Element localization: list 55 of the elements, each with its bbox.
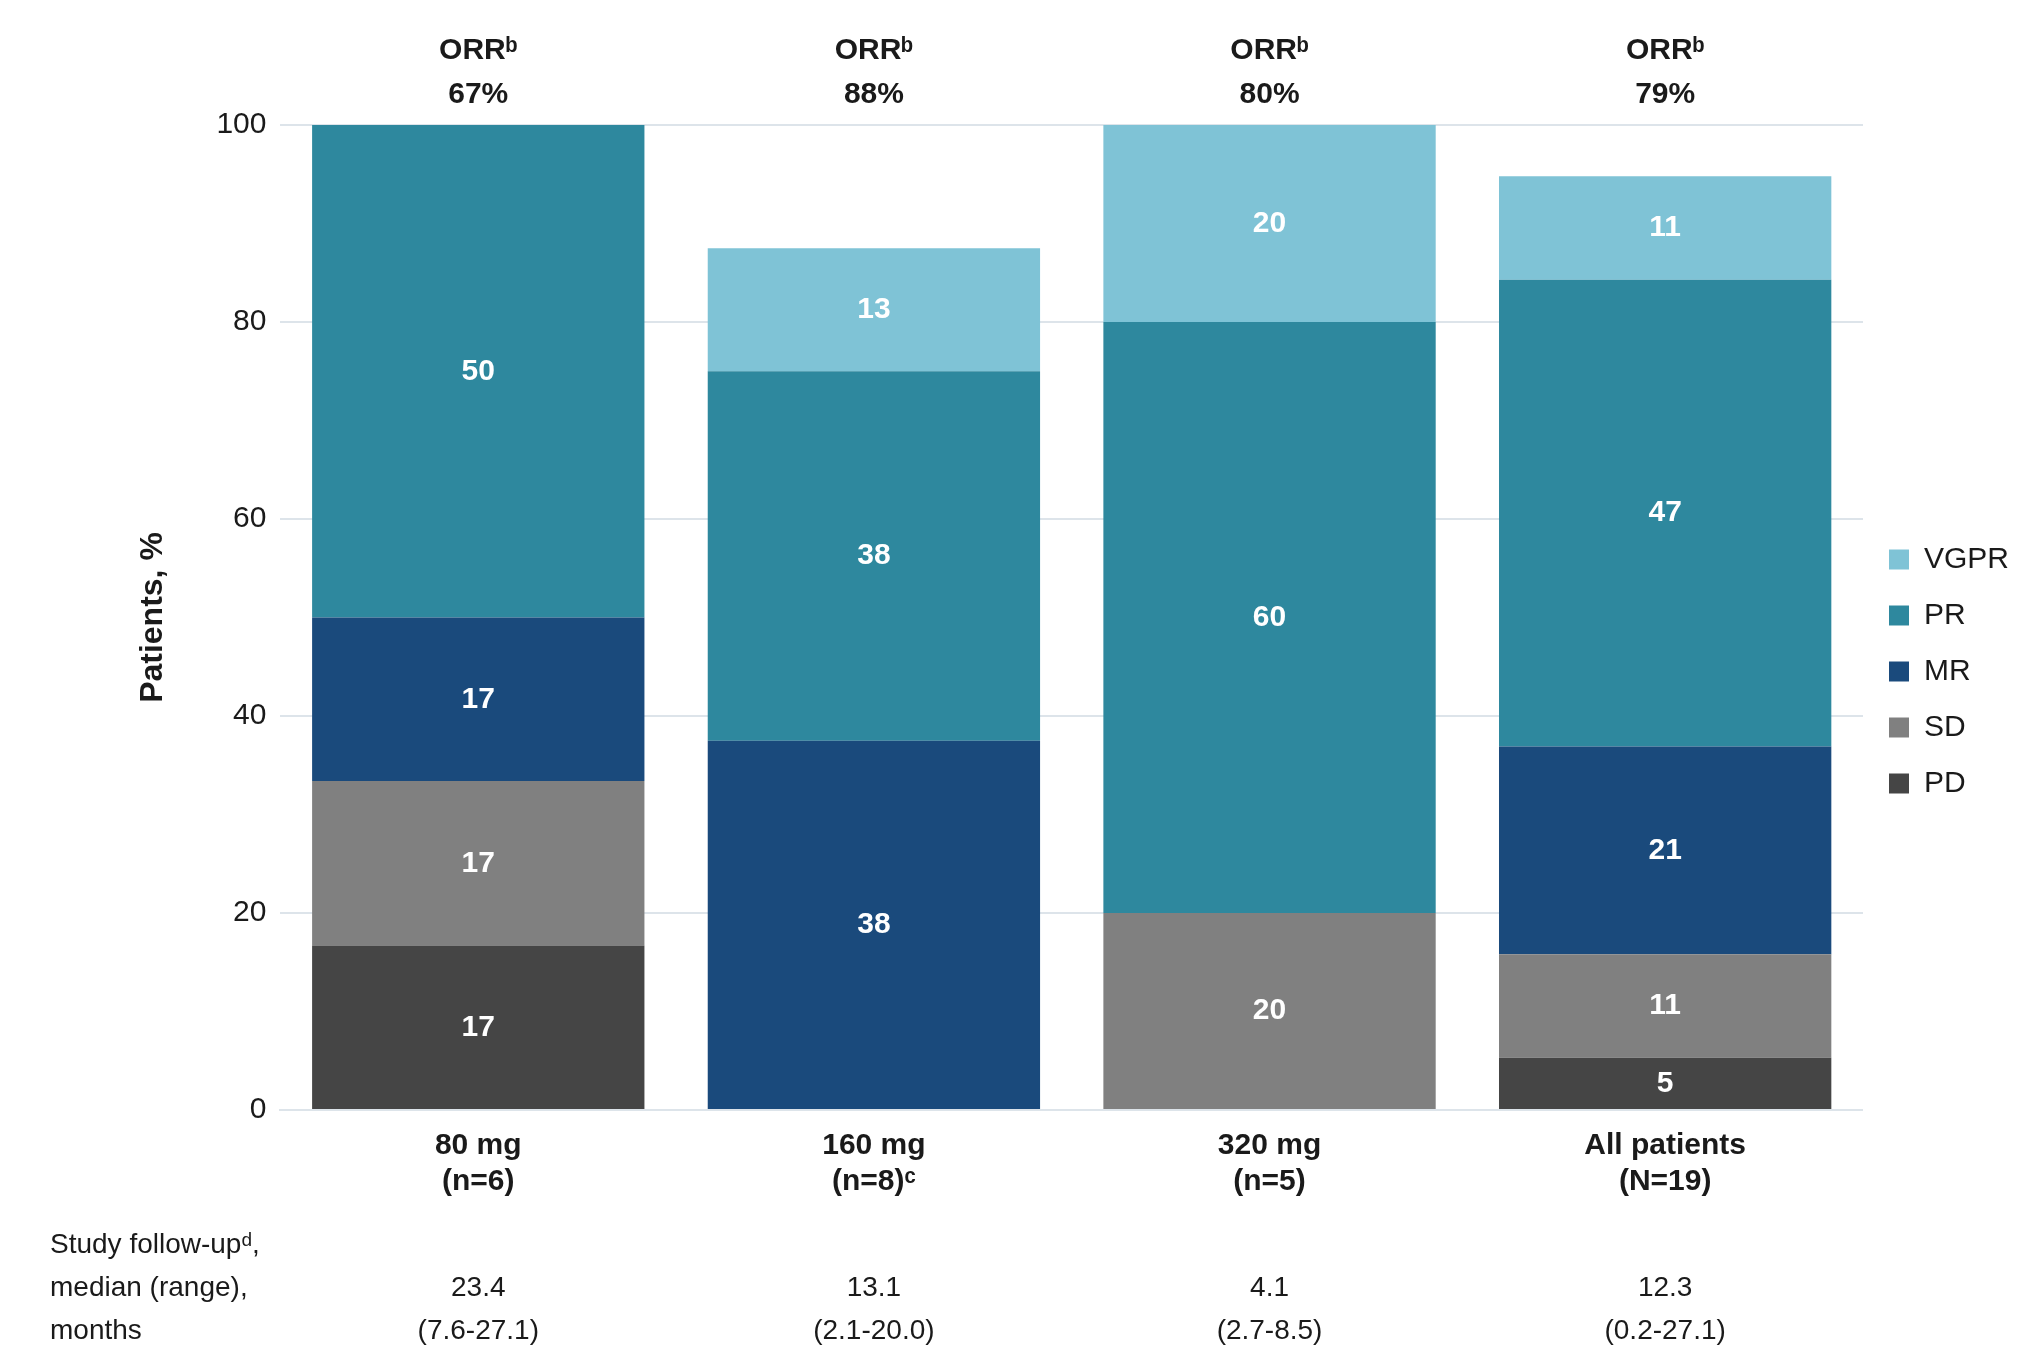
data-label: 17: [461, 844, 495, 878]
bar: [312, 781, 645, 946]
bar: [1499, 746, 1832, 955]
x-tick-label: 320 mg (n=5): [1217, 1127, 1322, 1197]
y-tick-label: 60: [233, 500, 267, 534]
bar: [1103, 125, 1436, 322]
text: Study follow-upᵈ, median (range), months: [50, 1227, 260, 1345]
data-label: 11: [1649, 209, 1682, 243]
y-tick-label: 100: [216, 106, 267, 140]
bar: [1103, 913, 1436, 1109]
y-tick-label: 80: [233, 303, 267, 337]
bar: [1499, 176, 1832, 280]
bar: [312, 125, 645, 618]
legend-label: PR: [1923, 596, 1966, 630]
y-tick-label: 0: [249, 1091, 267, 1125]
text: 13.1 (2.1-20.0): [813, 1270, 935, 1345]
data-label: 20: [1252, 204, 1287, 238]
data-label: 50: [461, 352, 495, 386]
legend-label: VGPR: [1923, 540, 2010, 574]
text: ORRᵇ 80%: [1230, 32, 1309, 110]
text: 4.1 (2.7-8.5): [1216, 1270, 1323, 1345]
legend-label: PD: [1923, 764, 1966, 798]
bar: [312, 945, 645, 1109]
x-tick-label: All patients (N=19): [1584, 1127, 1747, 1197]
data-label: 60: [1252, 598, 1287, 632]
bar: [312, 617, 645, 782]
data-label: 17: [461, 1008, 495, 1042]
data-label: 13: [857, 290, 891, 324]
text: ORRᵇ 88%: [834, 32, 914, 110]
text: ORRᵇ 79%: [1625, 32, 1705, 110]
x-tick-label: 160 mg (n=8)ᶜ: [822, 1127, 926, 1197]
legend-label: MR: [1923, 652, 1971, 686]
bar: [707, 371, 1041, 741]
text: 23.4 (7.6-27.1): [417, 1270, 539, 1345]
text: ORRᵇ 67%: [439, 32, 518, 110]
bar: [1499, 1057, 1832, 1109]
bar: [707, 740, 1041, 1109]
bar: [707, 248, 1041, 372]
data-label: 11: [1649, 987, 1682, 1021]
data-label: 21: [1648, 831, 1682, 865]
data-label: 47: [1648, 494, 1682, 528]
bar: [1103, 322, 1436, 913]
y-axis-title: Patients, %: [133, 532, 170, 703]
x-tick-label: 80 mg (n=6): [434, 1127, 522, 1197]
data-label: 5: [1656, 1064, 1674, 1098]
y-tick-label: 20: [233, 894, 267, 928]
data-label: 17: [461, 680, 495, 714]
y-tick-label: 40: [233, 697, 267, 731]
text: 12.3 (0.2-27.1): [1604, 1270, 1726, 1345]
bar: [1499, 279, 1832, 747]
data-label: 38: [857, 906, 891, 940]
data-label: 20: [1252, 992, 1287, 1026]
legend-label: SD: [1923, 708, 1966, 742]
data-label: 38: [857, 537, 891, 571]
bar: [1499, 954, 1832, 1058]
